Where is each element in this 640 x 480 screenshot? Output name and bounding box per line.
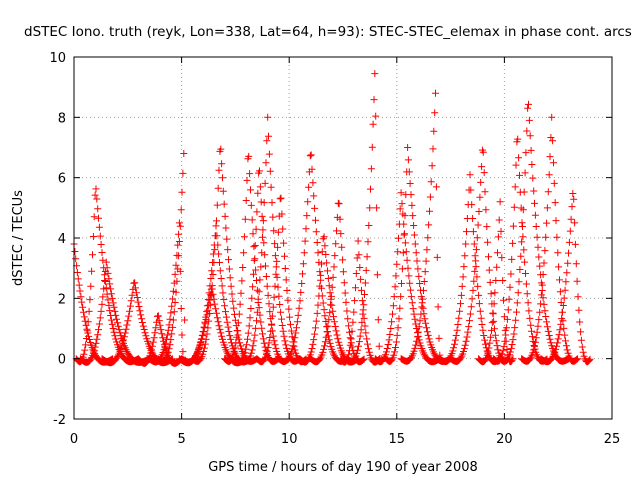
data-point-markers (70, 70, 594, 367)
y-axis-label: dSTEC / TECUs (11, 190, 26, 286)
x-tick-label: 0 (70, 432, 78, 447)
y-tick-label: -2 (53, 413, 66, 428)
data-markers (70, 70, 594, 367)
x-tick-label: 20 (496, 432, 513, 447)
y-tick-label: 10 (49, 51, 66, 66)
y-tick-label: 2 (58, 292, 66, 307)
x-tick-label: 10 (281, 432, 298, 447)
y-tick-labels: -2 0 2 4 6 8 10 (49, 51, 66, 428)
y-tick-label: 8 (58, 111, 66, 126)
x-axis-label: GPS time / hours of day 190 of year 2008 (208, 460, 478, 475)
x-tick-label: 15 (389, 432, 406, 447)
chart-title: dSTEC Iono. truth (reyk, Lon=338, Lat=64… (24, 24, 632, 40)
y-tick-label: 0 (58, 353, 66, 368)
y-tick-label: 4 (58, 232, 66, 247)
axis-ticks (73, 56, 613, 420)
x-tick-labels: 0 5 10 15 20 25 (70, 432, 620, 447)
y-tick-label: 6 (58, 172, 66, 187)
x-tick-label: 5 (177, 432, 185, 447)
x-tick-label: 25 (604, 432, 621, 447)
